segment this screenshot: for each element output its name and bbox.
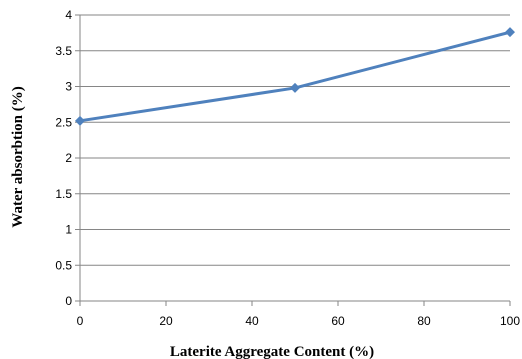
y-tick-label: 4 bbox=[65, 8, 72, 22]
y-tick-label: 2.5 bbox=[55, 115, 72, 129]
y-tick-label: 1 bbox=[65, 223, 72, 237]
y-tick-label: 3 bbox=[65, 80, 72, 94]
data-point-marker bbox=[505, 27, 515, 38]
x-axis-title: Laterite Aggregate Content (%) bbox=[170, 344, 374, 359]
data-point-marker bbox=[75, 115, 85, 126]
y-tick-label: 0.5 bbox=[55, 258, 72, 272]
series bbox=[75, 27, 515, 126]
y-tick-labels: 0 0.5 1 1.5 2 2.5 3 3.5 4 bbox=[55, 8, 72, 308]
axes bbox=[75, 14, 511, 306]
x-tick-label: 60 bbox=[331, 314, 345, 328]
x-tick-label: 20 bbox=[159, 314, 173, 328]
x-tick-label: 80 bbox=[417, 314, 431, 328]
data-point-marker bbox=[290, 82, 300, 93]
y-tick-label: 1.5 bbox=[55, 187, 72, 201]
y-tick-label: 2 bbox=[65, 151, 72, 165]
y-tick-label: 3.5 bbox=[55, 44, 72, 58]
y-tick-label: 0 bbox=[65, 294, 72, 308]
y-axis-title: Water absorbtion (%) bbox=[10, 86, 26, 227]
x-tick-labels: 0 20 40 60 80 100 bbox=[77, 314, 521, 328]
x-tick-label: 40 bbox=[245, 314, 259, 328]
x-tick-label: 0 bbox=[77, 314, 84, 328]
series-line bbox=[79, 30, 511, 123]
gridlines bbox=[80, 14, 510, 266]
x-tick-label: 100 bbox=[500, 314, 520, 328]
